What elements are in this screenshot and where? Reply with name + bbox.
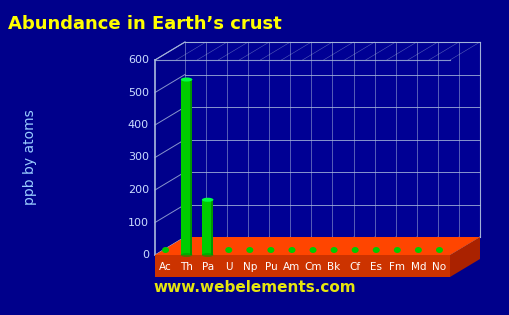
- Ellipse shape: [393, 247, 400, 253]
- Text: Np: Np: [242, 262, 257, 272]
- Polygon shape: [185, 42, 479, 237]
- Ellipse shape: [202, 253, 213, 257]
- Text: Fm: Fm: [388, 262, 405, 272]
- Text: Cf: Cf: [349, 262, 360, 272]
- Text: Pu: Pu: [264, 262, 277, 272]
- Text: 100: 100: [128, 217, 149, 227]
- Text: Bk: Bk: [327, 262, 340, 272]
- Text: Es: Es: [370, 262, 382, 272]
- Text: 400: 400: [128, 120, 149, 130]
- Ellipse shape: [414, 247, 421, 253]
- Text: Cm: Cm: [304, 262, 321, 272]
- Polygon shape: [181, 79, 192, 255]
- Text: 200: 200: [128, 185, 149, 195]
- Ellipse shape: [267, 247, 274, 253]
- Text: 0: 0: [142, 250, 149, 260]
- Text: ppb by atoms: ppb by atoms: [23, 110, 37, 205]
- Polygon shape: [155, 255, 449, 277]
- Polygon shape: [155, 237, 479, 255]
- Text: U: U: [224, 262, 232, 272]
- Ellipse shape: [181, 77, 192, 82]
- Ellipse shape: [330, 247, 337, 253]
- Text: Pa: Pa: [201, 262, 213, 272]
- Ellipse shape: [288, 247, 295, 253]
- Text: www.webelements.com: www.webelements.com: [153, 279, 356, 295]
- Ellipse shape: [162, 247, 168, 253]
- Polygon shape: [202, 200, 213, 255]
- Text: 600: 600: [128, 55, 149, 65]
- Ellipse shape: [181, 253, 192, 257]
- Text: Th: Th: [180, 262, 193, 272]
- Polygon shape: [190, 79, 192, 255]
- Polygon shape: [211, 200, 213, 255]
- Ellipse shape: [351, 247, 358, 253]
- Text: Am: Am: [283, 262, 300, 272]
- Ellipse shape: [435, 247, 442, 253]
- Text: Abundance in Earth’s crust: Abundance in Earth’s crust: [8, 15, 281, 33]
- Ellipse shape: [202, 198, 213, 202]
- Text: Ac: Ac: [159, 262, 172, 272]
- Polygon shape: [449, 237, 479, 277]
- Ellipse shape: [372, 247, 379, 253]
- Text: No: No: [432, 262, 446, 272]
- Ellipse shape: [246, 247, 253, 253]
- Text: Md: Md: [410, 262, 426, 272]
- Ellipse shape: [309, 247, 316, 253]
- Text: 300: 300: [128, 152, 149, 163]
- Ellipse shape: [225, 247, 232, 253]
- Text: 500: 500: [128, 88, 149, 98]
